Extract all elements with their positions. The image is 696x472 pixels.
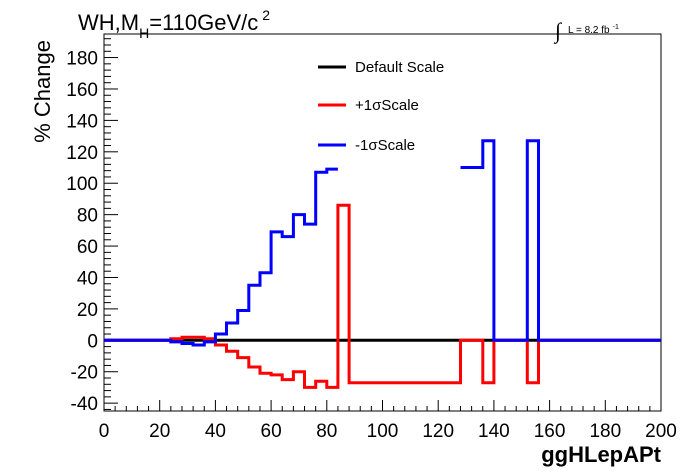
x-tick-label: 0 <box>99 421 110 442</box>
y-tick-label: 0 <box>87 331 98 352</box>
y-axis-title: % Change <box>30 40 55 143</box>
y-tick-label: 20 <box>77 300 98 321</box>
y-tick-label: 160 <box>66 80 98 101</box>
y-tick-label: 80 <box>77 206 98 227</box>
legend: Default Scale +1σScale -1σScale <box>318 59 444 154</box>
legend-label: +1σScale <box>355 97 419 114</box>
series-layer <box>104 139 661 389</box>
x-tick-label: 140 <box>478 421 510 442</box>
chart-title: WH,MH=110GeV/c 2 <box>78 7 270 41</box>
y-tick-label: -40 <box>71 394 98 415</box>
legend-label: -1σScale <box>355 137 415 154</box>
title-prefix: WH,M <box>78 10 139 35</box>
legend-label: Default Scale <box>355 59 444 76</box>
y-tick-label: 140 <box>66 111 98 132</box>
y-tick-label: 60 <box>77 237 98 258</box>
y-tick-label: 120 <box>66 143 98 164</box>
lumi-integral: ∫ <box>553 18 563 44</box>
y-tick-label: -20 <box>71 363 98 384</box>
title-suffix: =110GeV/c <box>149 10 258 35</box>
series-line-2 <box>104 139 661 347</box>
x-tick-label: 20 <box>149 421 170 442</box>
x-tick-label: 120 <box>422 421 454 442</box>
title-subscript: H <box>139 25 149 41</box>
y-tick-label: 180 <box>66 49 98 70</box>
x-tick-label: 80 <box>316 421 337 442</box>
title-superscript: 2 <box>262 7 270 23</box>
lumi-label: L = 8.2 fb -1 <box>568 24 619 36</box>
x-tick-label: 60 <box>261 421 282 442</box>
x-axis-title: ggHLepAPt <box>541 442 661 467</box>
x-tick-label: 180 <box>589 421 621 442</box>
axes: 0 20 40 60 80 100 120 140 160 180 200 -40 -20 0 20 40 60… <box>66 38 677 442</box>
x-tick-label: 160 <box>534 421 566 442</box>
y-tick-label: 100 <box>66 174 98 195</box>
plot-frame <box>103 33 662 412</box>
lumi-superscript: -1 <box>613 24 619 31</box>
x-tick-label: 40 <box>205 421 226 442</box>
x-tick-label: 100 <box>367 421 399 442</box>
y-tick-label: 40 <box>77 268 98 289</box>
lumi-text: L = 8.2 fb <box>568 25 610 36</box>
series-line-1 <box>104 203 661 389</box>
x-tick-label: 200 <box>645 421 677 442</box>
